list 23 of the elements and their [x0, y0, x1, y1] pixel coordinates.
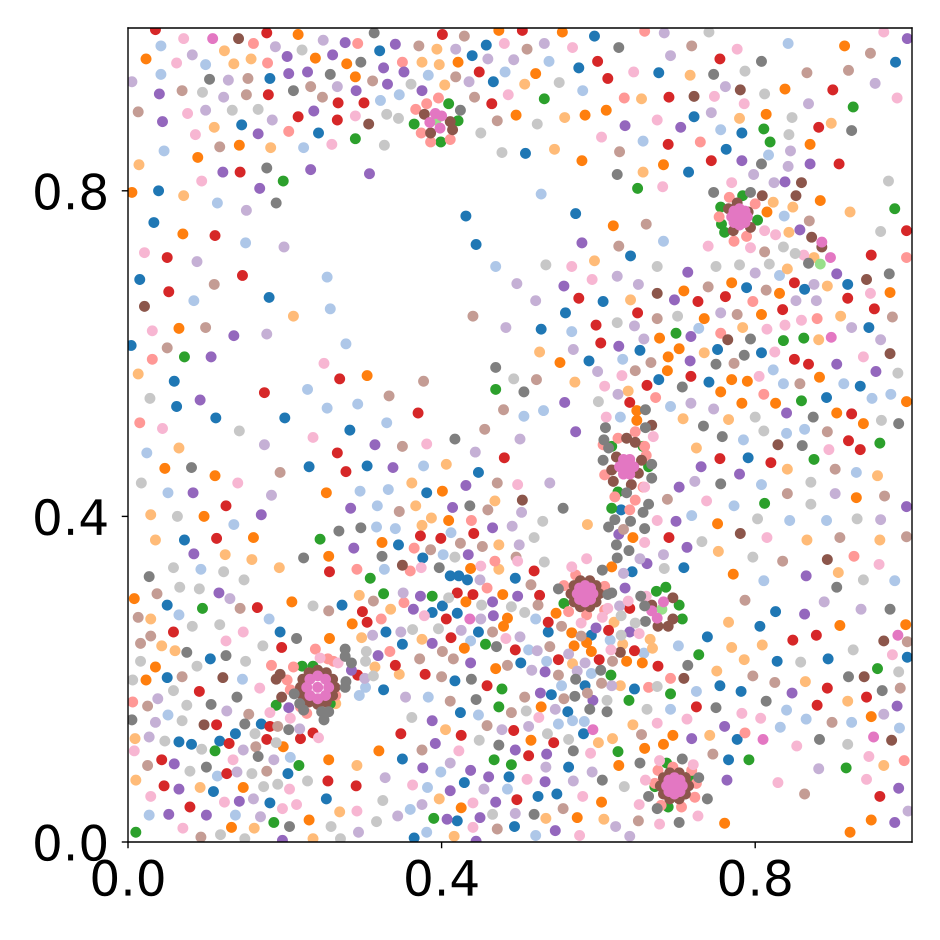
point [424, 116, 436, 128]
point [464, 613, 476, 624]
point [312, 682, 324, 693]
point [320, 690, 332, 701]
x-tick-label: 0.8 [720, 860, 791, 896]
point [436, 110, 448, 122]
x-tick-label: 0.4 [406, 860, 478, 896]
point [824, 252, 836, 264]
y-tick-label: 0.8 [35, 173, 106, 210]
point [826, 332, 837, 343]
point [587, 724, 598, 736]
point [892, 630, 904, 641]
point [658, 596, 669, 608]
point [816, 236, 828, 248]
point [207, 33, 218, 44]
point [652, 612, 663, 624]
y-tick-label: 0.0 [35, 824, 106, 862]
x-tick-label: 0.0 [92, 860, 164, 896]
point [868, 732, 880, 742]
point [758, 734, 769, 745]
point [814, 258, 826, 270]
y-tick-label: 0.4 [35, 498, 107, 536]
point [434, 122, 446, 134]
